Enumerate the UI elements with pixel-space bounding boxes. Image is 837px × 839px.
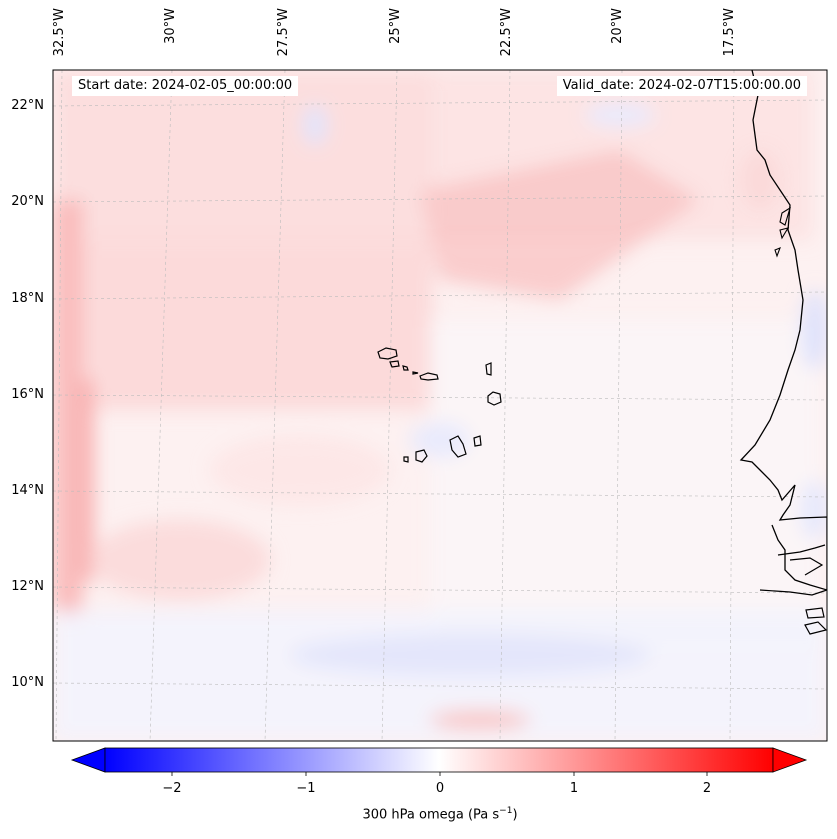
lat-label: 12°N <box>11 579 44 594</box>
lon-label: 20°W <box>610 8 625 44</box>
lon-label: 27.5°W <box>276 8 291 57</box>
gambia-coast <box>759 544 827 635</box>
colorbar-tick-label: 1 <box>569 781 579 796</box>
lat-label: 16°N <box>11 387 44 402</box>
colorbar <box>70 747 808 776</box>
colorbar-label: 300 hPa omega (Pa s−1) <box>362 806 518 823</box>
gridlines <box>53 70 827 741</box>
lon-label: 17.5°W <box>722 8 737 57</box>
map-frame <box>52 69 828 742</box>
lon-label: 32.5°W <box>52 8 67 57</box>
cape-verde-islands <box>377 347 502 463</box>
lat-label: 14°N <box>11 483 44 498</box>
colorbar-tick-label: −2 <box>162 781 182 796</box>
colorbar-tick-label: −1 <box>296 781 316 796</box>
start-date-label: Start date: 2024-02-05_00:00:00 <box>72 76 299 96</box>
colorbar-tick-label: 2 <box>702 781 712 796</box>
lon-label: 22.5°W <box>499 8 514 57</box>
lat-label: 18°N <box>11 291 44 306</box>
lon-label: 30°W <box>163 8 178 44</box>
lon-label: 25°W <box>388 8 403 44</box>
colorbar-tick-label: 0 <box>435 781 445 796</box>
lat-label: 20°N <box>11 194 44 209</box>
africa-coastline <box>739 70 827 591</box>
lat-label: 10°N <box>11 675 44 690</box>
lat-label: 22°N <box>11 98 44 113</box>
valid-date-label: Valid_date: 2024-02-07T15:00:00.00 <box>556 76 807 96</box>
coast-inlets <box>774 206 791 258</box>
omega-field <box>53 70 827 741</box>
